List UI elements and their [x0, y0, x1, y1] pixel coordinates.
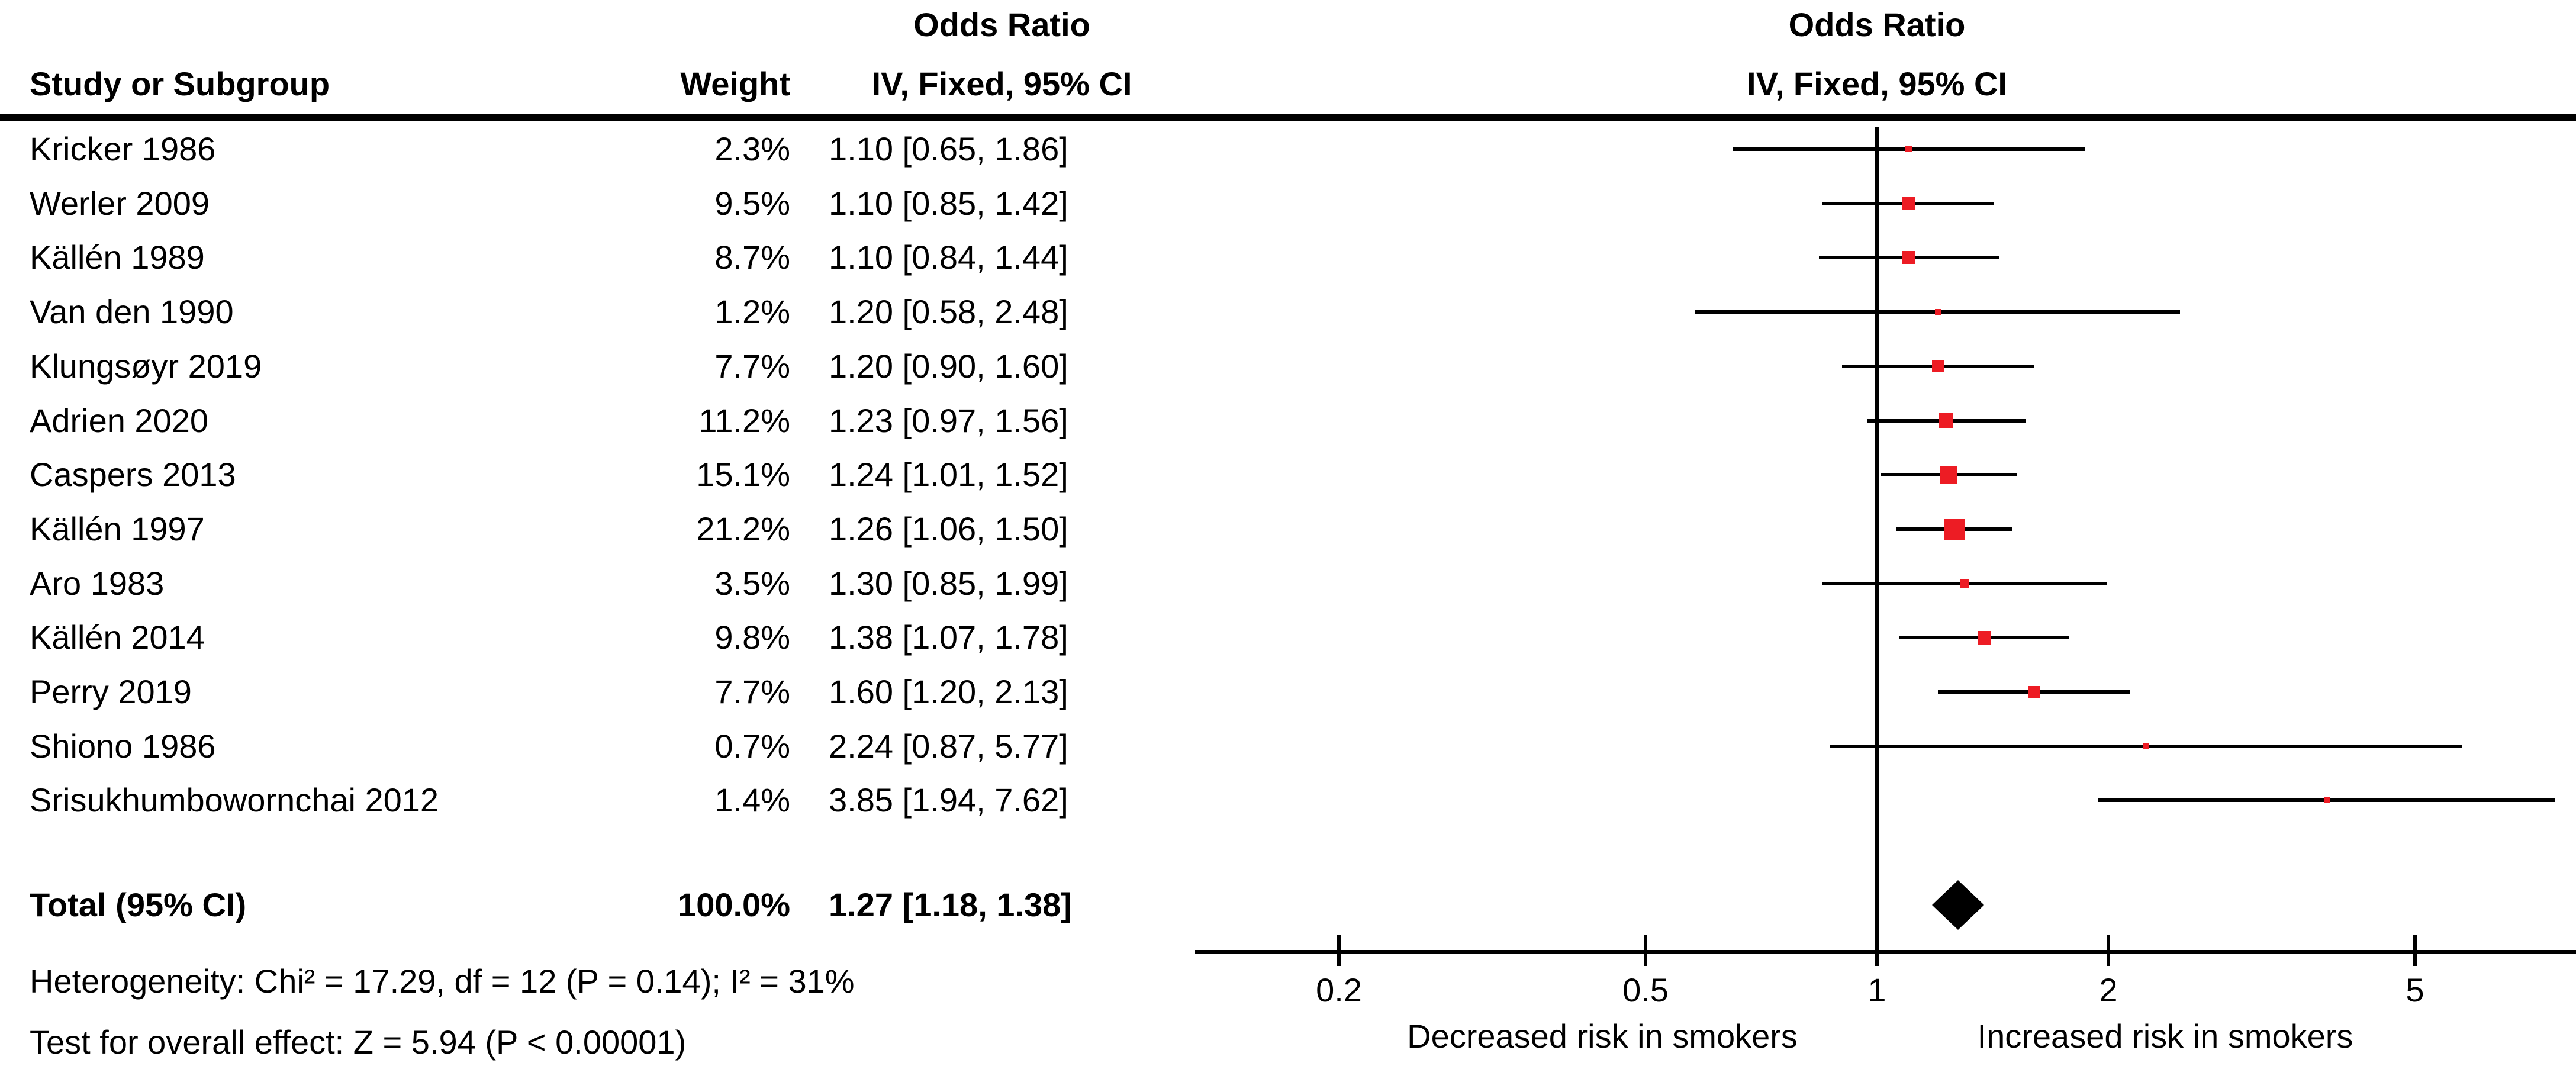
study-ci-text: 1.20 [0.58, 2.48]: [829, 293, 1068, 330]
total-row-label: Total (95% CI): [30, 886, 247, 923]
study-ci-text: 1.20 [0.90, 1.60]: [829, 347, 1068, 385]
study-name: Aro 1983: [30, 565, 165, 602]
x-axis-line: [1195, 950, 2576, 954]
column-header-weight: Weight: [680, 65, 790, 102]
point-estimate-marker: [1902, 251, 1915, 264]
axis-tick: [2413, 935, 2417, 966]
column-header-odds-ratio: Odds Ratio: [913, 6, 1090, 43]
total-row-weight: 100.0%: [678, 886, 790, 923]
column-header-study: Study or Subgroup: [30, 65, 330, 102]
diamond-shape: [1932, 880, 1984, 930]
study-ci-text: 1.60 [1.20, 2.13]: [829, 673, 1068, 710]
study-ci-text: 1.30 [0.85, 1.99]: [829, 565, 1068, 602]
study-weight: 2.3%: [714, 130, 790, 168]
point-estimate-marker: [1978, 631, 1991, 645]
study-name: Werler 2009: [30, 185, 210, 222]
study-name: Shiono 1986: [30, 727, 216, 765]
study-weight: 1.4%: [714, 781, 790, 819]
study-name: Caspers 2013: [30, 456, 236, 493]
study-weight: 8.7%: [714, 239, 790, 276]
study-name: Klungsøyr 2019: [30, 347, 262, 385]
axis-tick: [1644, 935, 1647, 966]
axis-tick-label: 2: [2099, 971, 2118, 1009]
study-weight: 0.7%: [714, 727, 790, 765]
column-header-method: IV, Fixed, 95% CI: [871, 65, 1132, 102]
study-ci-text: 1.38 [1.07, 1.78]: [829, 619, 1068, 656]
study-name: Källén 2014: [30, 619, 205, 656]
study-ci-text: 1.26 [1.06, 1.50]: [829, 510, 1068, 548]
study-ci-text: 1.10 [0.85, 1.42]: [829, 185, 1068, 222]
study-ci-text: 1.10 [0.65, 1.86]: [829, 130, 1068, 168]
study-weight: 9.5%: [714, 185, 790, 222]
axis-tick: [2107, 935, 2110, 966]
header-divider-rule: [0, 114, 2576, 121]
study-weight: 7.7%: [714, 673, 790, 710]
overall-effect-stats: Test for overall effect: Z = 5.94 (P < 0…: [30, 1023, 687, 1061]
study-ci-text: 2.24 [0.87, 5.77]: [829, 727, 1068, 765]
point-estimate-marker: [1932, 360, 1944, 372]
study-name: Adrien 2020: [30, 402, 209, 439]
study-name: Källén 1989: [30, 239, 205, 276]
study-name: Srisukhumbowornchai 2012: [30, 781, 439, 819]
axis-tick-label: 5: [2406, 971, 2424, 1009]
study-name: Van den 1990: [30, 293, 234, 330]
no-effect-line: [1875, 127, 1879, 954]
axis-tick: [1875, 935, 1879, 966]
study-weight: 15.1%: [696, 456, 790, 493]
point-estimate-marker: [1944, 519, 1965, 540]
study-weight: 9.8%: [714, 619, 790, 656]
axis-tick-label: 0.2: [1316, 971, 1362, 1009]
point-estimate-marker: [2028, 686, 2040, 698]
plot-header-method: IV, Fixed, 95% CI: [1747, 65, 2007, 102]
study-weight: 7.7%: [714, 347, 790, 385]
study-ci-text: 1.10 [0.84, 1.44]: [829, 239, 1068, 276]
point-estimate-marker: [1902, 197, 1915, 210]
study-ci-text: 1.23 [0.97, 1.56]: [829, 402, 1068, 439]
axis-tick: [1337, 935, 1341, 966]
study-weight: 3.5%: [714, 565, 790, 602]
point-estimate-marker: [2143, 743, 2149, 749]
point-estimate-marker: [2324, 797, 2330, 803]
study-weight: 21.2%: [696, 510, 790, 548]
study-name: Kricker 1986: [30, 130, 216, 168]
axis-label-decreased-risk: Decreased risk in smokers: [1407, 1017, 1798, 1055]
axis-tick-label: 0.5: [1622, 971, 1669, 1009]
heterogeneity-stats: Heterogeneity: Chi² = 17.29, df = 12 (P …: [30, 962, 855, 1000]
axis-tick-label: 1: [1867, 971, 1886, 1009]
study-ci-text: 1.24 [1.01, 1.52]: [829, 456, 1068, 493]
total-row-ci: 1.27 [1.18, 1.38]: [829, 886, 1072, 923]
study-name: Perry 2019: [30, 673, 192, 710]
point-estimate-marker: [1939, 413, 1953, 428]
point-estimate-marker: [1940, 466, 1957, 484]
plot-header-odds-ratio: Odds Ratio: [1788, 6, 1966, 43]
axis-label-increased-risk: Increased risk in smokers: [1977, 1017, 2353, 1055]
study-name: Källén 1997: [30, 510, 205, 548]
point-estimate-marker: [1960, 579, 1969, 588]
point-estimate-marker: [1935, 309, 1941, 315]
study-weight: 11.2%: [698, 402, 790, 439]
pooled-effect-diamond: [1932, 880, 1984, 930]
study-ci-text: 3.85 [1.94, 7.62]: [829, 781, 1068, 819]
point-estimate-marker: [1905, 146, 1912, 152]
study-weight: 1.2%: [714, 293, 790, 330]
